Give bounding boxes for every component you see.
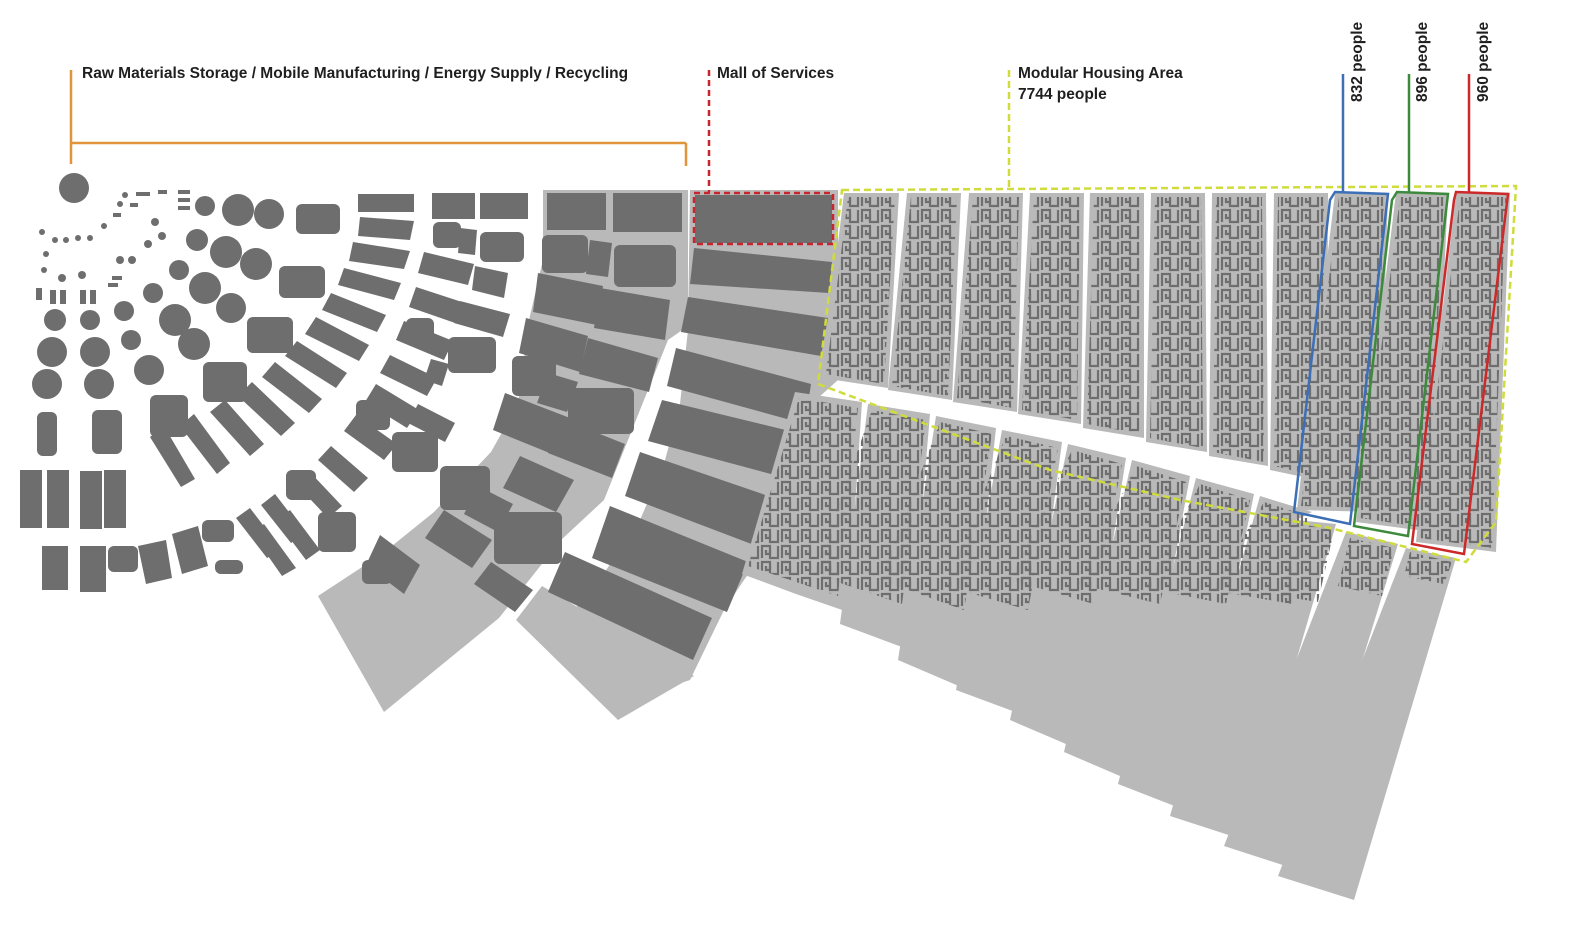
strip-outline-blue (1292, 74, 1390, 526)
raw-materials-label: Raw Materials Storage / Mobile Manufactu… (82, 65, 629, 82)
raw-materials-bracket (69, 70, 688, 166)
strip-outline-green (1352, 74, 1450, 538)
mall-outline (692, 70, 835, 246)
strip-outline-red (1410, 74, 1510, 556)
hexagon-cluster-icon (108, 222, 676, 584)
hexagon-cluster-icon (37, 204, 340, 456)
housing-title-label: Modular Housing Area (1018, 65, 1183, 82)
housing-outline (816, 70, 1518, 564)
strip-red-label: 960 people (1475, 21, 1492, 102)
mall-label: Mall of Services (717, 65, 835, 82)
mall-of-services-ring (548, 190, 838, 700)
housing-people-label: 7744 people (1018, 86, 1107, 103)
circle-tank-icon (59, 173, 89, 203)
storage-ring-modules (150, 193, 528, 576)
strip-blue-label: 832 people (1349, 21, 1366, 102)
strip-green-label: 896 people (1414, 21, 1431, 102)
modular-housing-lower-rows (742, 392, 1456, 900)
mall-block (695, 195, 832, 243)
